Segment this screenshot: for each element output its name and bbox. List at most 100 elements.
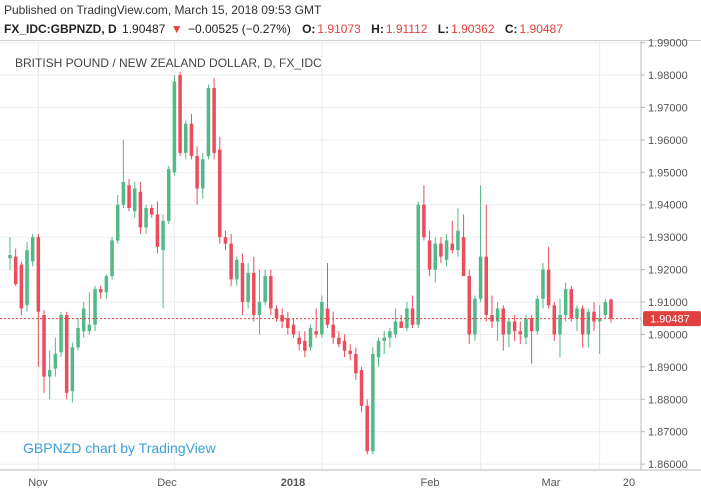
candle[interactable] bbox=[529, 314, 534, 364]
candle[interactable] bbox=[393, 308, 398, 338]
candle[interactable] bbox=[535, 295, 540, 335]
candle[interactable] bbox=[252, 256, 256, 322]
candle[interactable] bbox=[609, 298, 613, 323]
candle[interactable] bbox=[342, 334, 347, 358]
symbol-label[interactable]: FX_IDC:GBPNZD, D bbox=[4, 22, 117, 36]
candle[interactable] bbox=[580, 305, 585, 348]
candle[interactable] bbox=[269, 269, 273, 315]
candle[interactable] bbox=[93, 285, 97, 332]
candle[interactable] bbox=[456, 207, 460, 257]
candle[interactable] bbox=[178, 71, 182, 157]
candle[interactable] bbox=[507, 318, 511, 348]
candle[interactable] bbox=[81, 302, 86, 338]
candle[interactable] bbox=[314, 308, 318, 338]
candle[interactable] bbox=[552, 302, 557, 341]
candle[interactable] bbox=[76, 318, 80, 351]
time-axis[interactable]: Nov Dec 2018 Feb Mar 20 bbox=[28, 477, 635, 489]
price-axis[interactable]: 1.99000 1.98000 1.97000 1.96000 1.95000 1.940… bbox=[641, 38, 688, 472]
candle[interactable] bbox=[501, 305, 506, 351]
candle[interactable] bbox=[87, 292, 92, 335]
candle[interactable] bbox=[512, 314, 517, 341]
candle[interactable] bbox=[467, 269, 472, 345]
candle[interactable] bbox=[495, 302, 500, 341]
candle[interactable] bbox=[70, 342, 75, 403]
candle[interactable] bbox=[240, 253, 245, 315]
candle[interactable] bbox=[201, 152, 205, 199]
candle[interactable] bbox=[127, 178, 131, 212]
candle[interactable] bbox=[569, 285, 574, 322]
candle[interactable] bbox=[257, 269, 262, 335]
candle[interactable] bbox=[490, 295, 494, 328]
candle[interactable] bbox=[478, 185, 483, 303]
candle[interactable] bbox=[98, 285, 103, 299]
candle[interactable] bbox=[25, 242, 29, 312]
candle[interactable] bbox=[354, 347, 358, 380]
candle[interactable] bbox=[53, 337, 58, 377]
candle[interactable] bbox=[59, 311, 63, 358]
candle[interactable] bbox=[286, 311, 290, 335]
candle[interactable] bbox=[110, 237, 114, 280]
candle[interactable] bbox=[172, 75, 177, 176]
candle[interactable] bbox=[13, 248, 18, 286]
candle[interactable] bbox=[229, 233, 233, 286]
candle[interactable] bbox=[371, 347, 375, 455]
candle[interactable] bbox=[359, 366, 364, 413]
candle[interactable] bbox=[348, 344, 352, 361]
candle[interactable] bbox=[8, 237, 12, 270]
candle[interactable] bbox=[382, 331, 386, 354]
candle[interactable] bbox=[450, 220, 455, 254]
candle[interactable] bbox=[280, 308, 284, 328]
candle[interactable] bbox=[138, 182, 143, 234]
candle[interactable] bbox=[291, 318, 296, 338]
candle[interactable] bbox=[144, 204, 148, 234]
candle[interactable] bbox=[184, 120, 188, 160]
candle[interactable] bbox=[36, 233, 41, 367]
candle[interactable] bbox=[444, 233, 449, 267]
candle[interactable] bbox=[518, 321, 523, 345]
tradingview-watermark[interactable]: GBPNZD chart by TradingView bbox=[23, 440, 217, 456]
candle[interactable] bbox=[235, 256, 239, 286]
candle[interactable] bbox=[484, 204, 489, 322]
candle[interactable] bbox=[376, 337, 381, 367]
candle[interactable] bbox=[558, 298, 562, 358]
candle[interactable] bbox=[427, 230, 432, 277]
candle[interactable] bbox=[246, 263, 250, 309]
candle[interactable] bbox=[121, 139, 126, 208]
candle[interactable] bbox=[42, 310, 46, 393]
candle[interactable] bbox=[473, 295, 477, 341]
candle[interactable] bbox=[546, 246, 551, 309]
candle[interactable] bbox=[388, 327, 392, 348]
candle[interactable] bbox=[337, 331, 341, 348]
candle[interactable] bbox=[524, 314, 528, 345]
candle[interactable] bbox=[308, 324, 313, 351]
candle[interactable] bbox=[331, 311, 335, 345]
candle[interactable] bbox=[399, 314, 403, 328]
candle[interactable] bbox=[149, 204, 154, 218]
candle[interactable] bbox=[47, 350, 52, 400]
candles[interactable] bbox=[8, 71, 613, 455]
candle[interactable] bbox=[405, 302, 409, 332]
candle[interactable] bbox=[439, 237, 443, 264]
candle[interactable] bbox=[19, 261, 24, 315]
candle[interactable] bbox=[104, 274, 109, 299]
candle[interactable] bbox=[416, 201, 420, 328]
candle[interactable] bbox=[592, 302, 596, 332]
candle[interactable] bbox=[410, 295, 415, 328]
candle[interactable] bbox=[297, 331, 301, 351]
candle[interactable] bbox=[422, 185, 426, 241]
candle[interactable] bbox=[263, 269, 267, 306]
candle[interactable] bbox=[303, 331, 307, 358]
candle[interactable] bbox=[189, 113, 194, 160]
candle[interactable] bbox=[132, 182, 137, 218]
candle[interactable] bbox=[586, 308, 591, 348]
candle[interactable] bbox=[541, 263, 545, 309]
candle[interactable] bbox=[433, 237, 437, 283]
candle[interactable] bbox=[161, 214, 165, 309]
candle[interactable] bbox=[166, 165, 171, 225]
candle[interactable] bbox=[30, 233, 35, 267]
candle[interactable] bbox=[212, 78, 216, 160]
candle[interactable] bbox=[223, 230, 228, 251]
candle[interactable] bbox=[597, 305, 602, 354]
candle[interactable] bbox=[206, 84, 211, 160]
